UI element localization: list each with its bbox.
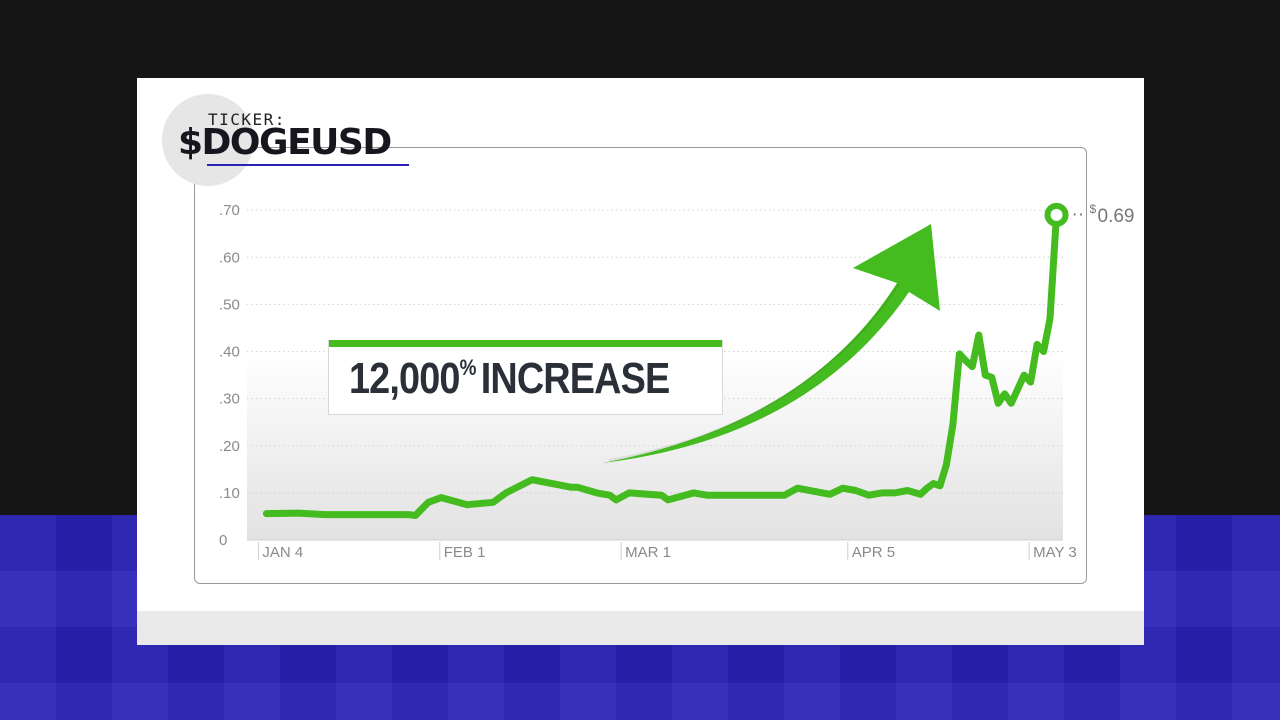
- increase-percent-sign: %: [459, 355, 477, 380]
- y-tick-label: .70: [219, 202, 240, 219]
- price-end-marker: [1044, 202, 1069, 227]
- increase-arrow-shade: [608, 283, 900, 461]
- chart-card: TICKER: $DOGEUSD 0.10.20.30.40.50.60.70 …: [137, 78, 1144, 645]
- y-tick-label: .10: [219, 485, 240, 502]
- price-callout-label: 0.69: [1098, 206, 1135, 227]
- ticker-symbol: $DOGEUSD: [178, 122, 392, 163]
- ticker-label: TICKER:: [208, 110, 286, 129]
- price-callout-dots: ··: [1072, 204, 1085, 225]
- x-tick-label: APR 5: [852, 544, 895, 561]
- x-tick-label: MAR 1: [625, 544, 671, 561]
- y-tick-label: 0: [219, 532, 227, 549]
- x-tick-label: FEB 1: [444, 544, 486, 561]
- x-tick-label: MAY 3: [1033, 544, 1077, 561]
- card-footer-band: [137, 611, 1144, 645]
- y-tick-label: .50: [219, 296, 240, 313]
- callout-accent-bar: [329, 340, 722, 347]
- y-tick-label: .20: [219, 438, 240, 455]
- increase-callout-box: 12,000% INCREASE: [328, 340, 723, 415]
- price-callout-currency: $: [1090, 202, 1097, 216]
- ticker-underline: [207, 164, 409, 166]
- y-tick-label: .30: [219, 391, 240, 408]
- ticker-badge-circle: [162, 94, 254, 186]
- increase-percent-number: 12,000: [349, 354, 460, 403]
- increase-callout-text: 12,000% INCREASE: [349, 354, 671, 404]
- price-series-line: [262, 211, 1060, 519]
- x-tick-label: JAN 4: [262, 544, 303, 561]
- increase-word: INCREASE: [480, 354, 671, 403]
- y-tick-label: .40: [219, 344, 240, 361]
- y-tick-label: .60: [219, 249, 240, 266]
- increase-arrow: [602, 224, 940, 463]
